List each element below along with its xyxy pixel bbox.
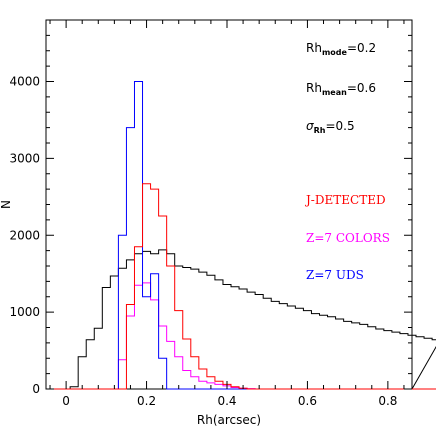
stat-subscript: mode bbox=[322, 48, 348, 57]
x-tick-label: 0.4 bbox=[217, 394, 236, 408]
stat-base: Rh bbox=[306, 81, 322, 95]
y-tick-label: 1000 bbox=[9, 305, 40, 319]
y-tick-label: 4000 bbox=[9, 75, 40, 89]
stat-Rh: σRh=0.5 bbox=[306, 119, 355, 135]
histogram-series-3 bbox=[54, 183, 436, 390]
tick-labels-layer: 0 0.2 0.4 0.6 0.8 0 1000 2000 3000 4000 bbox=[9, 75, 397, 409]
stat-value: =0.5 bbox=[325, 119, 354, 133]
x-tick-label: 0.2 bbox=[137, 394, 156, 408]
x-tick-label: 0 bbox=[62, 394, 70, 408]
stat-value: =0.2 bbox=[347, 41, 376, 55]
stat-subscript: Rh bbox=[314, 126, 326, 135]
histogram-z-7-colors bbox=[54, 282, 436, 390]
stat-mean: Rhmean=0.6 bbox=[306, 81, 376, 97]
y-axis-label: N bbox=[0, 200, 13, 209]
stat-base: Rh bbox=[306, 41, 322, 55]
stat-value: =0.6 bbox=[347, 81, 376, 95]
stat-base: σ bbox=[306, 119, 314, 133]
x-tick-label: 0.6 bbox=[298, 394, 317, 408]
x-tick-label: 0.8 bbox=[378, 394, 397, 408]
stat-subscript: mean bbox=[322, 88, 347, 97]
histogram-j-detected bbox=[54, 249, 436, 390]
y-tick-label: 3000 bbox=[9, 151, 40, 165]
stat-mode: Rhmode=0.2 bbox=[306, 41, 376, 57]
legend-entry-z-7-uds: Z=7 UDS bbox=[306, 268, 364, 282]
legend-entry-z-7-colors: Z=7 COLORS bbox=[306, 231, 390, 245]
y-tick-label: 0 bbox=[32, 382, 40, 396]
legend-entry-j-detected: J-DETECTED bbox=[304, 193, 386, 207]
ticks-layer bbox=[46, 20, 412, 390]
x-axis-label: Rh(arcsec) bbox=[197, 413, 261, 427]
series-layer bbox=[54, 81, 436, 390]
legend: J-DETECTED Z=7 COLORS Z=7 UDS bbox=[304, 193, 390, 282]
y-tick-label: 2000 bbox=[9, 228, 40, 242]
